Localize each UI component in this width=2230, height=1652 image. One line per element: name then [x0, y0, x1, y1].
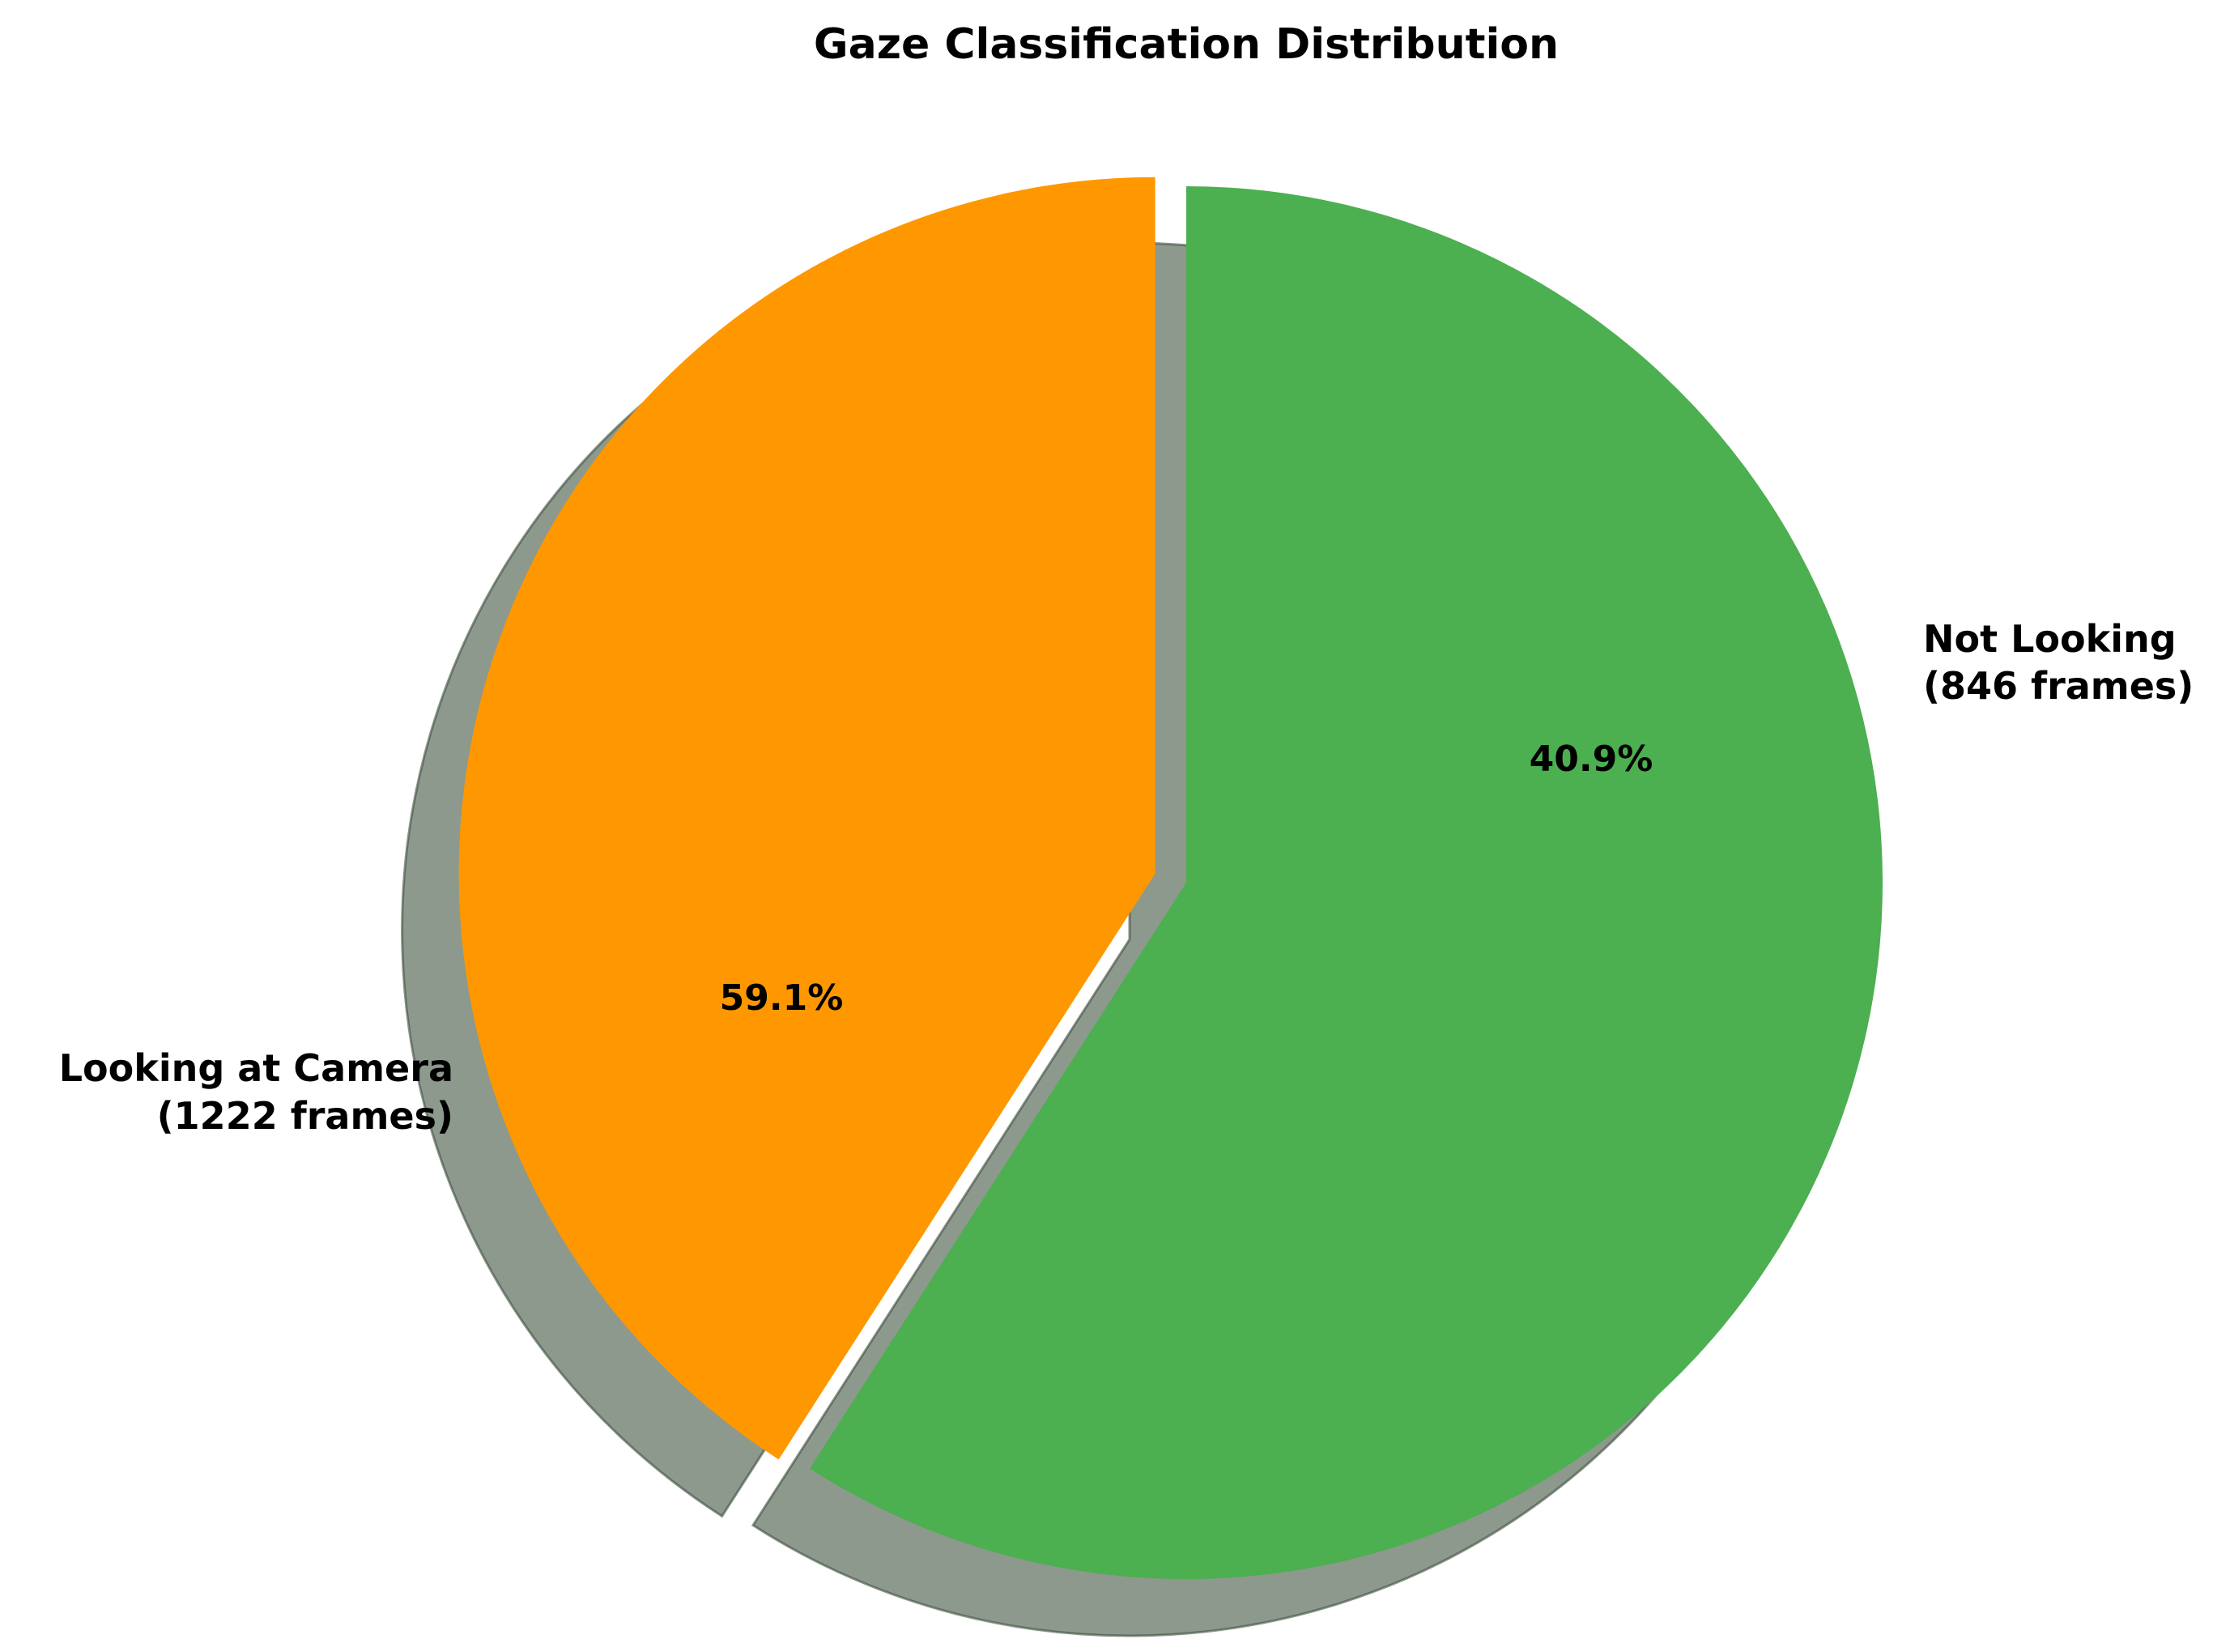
slice-label-looking-at-camera: Looking at Camera: [59, 1046, 453, 1090]
slice-label-not-looking: Not Looking: [1923, 617, 2177, 661]
slice-count-looking-at-camera: (1222 frames): [157, 1094, 453, 1138]
chart-title: Gaze Classification Distribution: [814, 20, 1559, 69]
slice-looking-at-camera: [810, 186, 1883, 1579]
slices: [458, 177, 1883, 1579]
slice-not-looking: [458, 177, 1155, 1460]
slice-count-not-looking: (846 frames): [1923, 664, 2194, 708]
percent-label-not-looking: 40.9%: [1530, 739, 1653, 780]
percent-label-looking-at-camera: 59.1%: [720, 977, 844, 1019]
